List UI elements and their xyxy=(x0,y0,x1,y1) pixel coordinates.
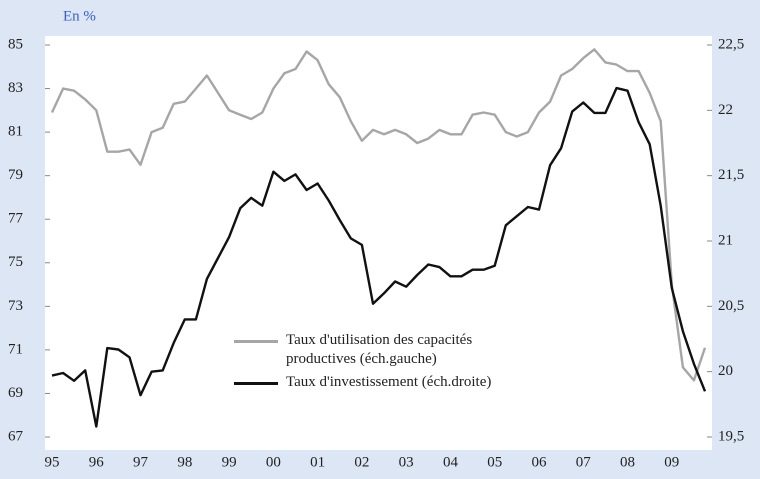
x-tick-label: 95 xyxy=(45,454,60,470)
legend-label: Taux d'utilisation des capacités product… xyxy=(286,332,473,367)
x-tick-label: 06 xyxy=(531,454,547,470)
plot-area xyxy=(45,36,712,450)
x-tick-label: 98 xyxy=(177,454,192,470)
y-tick-label: 67 xyxy=(8,428,24,444)
legend-entry: Taux d'investissement (éch.droite) xyxy=(234,373,534,392)
x-tick-label: 96 xyxy=(89,454,105,470)
x-tick-label: 97 xyxy=(133,454,149,470)
y-tick-label: 79 xyxy=(8,167,23,183)
y-tick-label: 69 xyxy=(8,385,23,401)
y2-tick-label: 22,5 xyxy=(718,36,744,52)
x-tick-label: 05 xyxy=(487,454,502,470)
legend: Taux d'utilisation des capacités product… xyxy=(234,331,534,396)
legend-entry: Taux d'utilisation des capacités product… xyxy=(234,331,534,369)
y2-tick-label: 21,5 xyxy=(718,167,744,183)
y2-tick-label: 20 xyxy=(718,363,733,379)
y-tick-label: 85 xyxy=(8,36,23,52)
y2-tick-label: 21 xyxy=(718,232,733,248)
x-tick-label: 09 xyxy=(664,454,679,470)
y2-tick-label: 22 xyxy=(718,102,733,118)
y-tick-label: 71 xyxy=(8,341,23,357)
series-line xyxy=(51,86,707,428)
unit-label: En % xyxy=(63,8,96,24)
y-tick-label: 73 xyxy=(8,298,23,314)
x-tick-label: 99 xyxy=(222,454,237,470)
x-tick-label: 02 xyxy=(354,454,369,470)
legend-swatch xyxy=(234,382,278,385)
y-tick-label: 75 xyxy=(8,254,23,270)
series-line xyxy=(50,48,707,382)
x-tick-label: 08 xyxy=(620,454,635,470)
x-tick-label: 01 xyxy=(310,454,325,470)
y-tick-label: 81 xyxy=(8,124,23,140)
legend-swatch xyxy=(234,340,278,343)
y2-tick-label: 19,5 xyxy=(718,428,744,444)
x-tick-label: 00 xyxy=(266,454,281,470)
y-tick-label: 77 xyxy=(8,211,24,227)
x-tick-label: 07 xyxy=(576,454,592,470)
y-tick-label: 83 xyxy=(8,80,23,96)
y2-tick-label: 20,5 xyxy=(718,298,744,314)
x-tick-label: 04 xyxy=(443,454,459,470)
x-tick-label: 03 xyxy=(399,454,414,470)
legend-label: Taux d'investissement (éch.droite) xyxy=(286,374,492,390)
